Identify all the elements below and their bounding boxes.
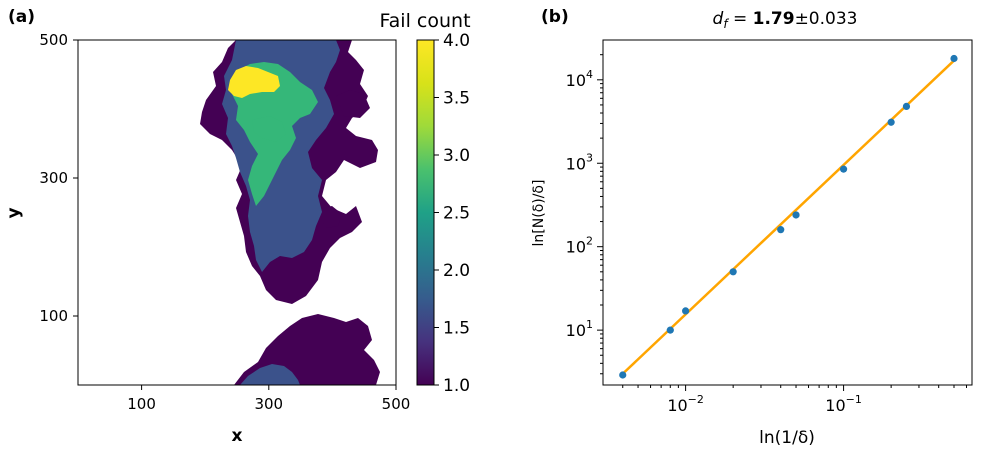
heatmap-y-tick-label: 100 bbox=[39, 307, 68, 325]
data-point bbox=[666, 326, 674, 334]
x-tick-label: 10−2 bbox=[667, 393, 704, 415]
panel-b-label: (b) bbox=[541, 7, 569, 27]
heatmap-x-tick-label: 300 bbox=[254, 395, 283, 413]
heatmap-area bbox=[78, 40, 396, 385]
fit-title-error: ±0.033 bbox=[795, 9, 858, 29]
heatmap-x-axis-label: x bbox=[232, 426, 243, 446]
data-point bbox=[839, 165, 848, 173]
colorbar-ticks: 1.0 1.5 2.0 2.5 3.0 3.5 4.0 bbox=[434, 31, 470, 396]
data-point bbox=[792, 211, 800, 219]
heatmap-frame bbox=[77, 39, 397, 386]
colorbar-tick-label: 1.0 bbox=[443, 376, 470, 396]
data-point bbox=[902, 102, 911, 111]
colorbar bbox=[416, 39, 435, 386]
cluster-level-4 bbox=[228, 66, 280, 98]
heatmap-y-tick-label: 500 bbox=[39, 31, 68, 49]
colorbar-tick-label: 1.5 bbox=[443, 319, 470, 339]
heatmap-x-tick-label: 100 bbox=[127, 395, 156, 413]
x-tick-label: 10−1 bbox=[825, 393, 862, 415]
heatmap-x-ticks: 100 300 500 bbox=[127, 385, 410, 413]
colorbar-label: Fail count bbox=[379, 10, 470, 32]
colorbar-tick-label: 2.5 bbox=[443, 204, 470, 224]
y-tick-label: 104 bbox=[566, 68, 593, 90]
fit-title: df = 1.79±0.033 bbox=[713, 9, 858, 31]
fit-title-symbol: d bbox=[713, 9, 724, 29]
data-point bbox=[950, 54, 958, 63]
y-tick-label: 101 bbox=[566, 318, 593, 340]
data-point bbox=[729, 268, 737, 276]
scatter-x-axis-label: ln(1/δ) bbox=[759, 428, 815, 448]
scatter-frame bbox=[602, 39, 973, 386]
heatmap-y-axis-label: y bbox=[4, 207, 24, 218]
panel-a-label: (a) bbox=[8, 7, 35, 27]
colorbar-tick-label: 2.0 bbox=[443, 261, 470, 281]
colorbar-tick-label: 3.5 bbox=[443, 89, 470, 109]
data-point bbox=[887, 118, 895, 126]
fit-line bbox=[621, 59, 955, 375]
y-tick-label: 103 bbox=[566, 151, 593, 173]
heatmap-x-tick-label: 500 bbox=[382, 395, 411, 413]
heatmap-y-tick-label: 300 bbox=[39, 169, 68, 187]
fit-title-equals: = bbox=[728, 9, 753, 29]
scatter-layer: 10−2 10−1 101 102 103 104 bbox=[566, 54, 968, 415]
heatmap-y-ticks: 100 300 500 bbox=[39, 31, 78, 325]
colorbar-tick-label: 3.0 bbox=[443, 146, 470, 166]
data-point bbox=[777, 226, 785, 234]
y-tick-label: 102 bbox=[566, 235, 593, 257]
data-point bbox=[682, 307, 690, 315]
fit-title-value: 1.79 bbox=[753, 9, 795, 29]
data-point bbox=[619, 371, 627, 379]
scatter-y-axis-label: ln[N(δ)/δ] bbox=[531, 180, 547, 247]
colorbar-tick-label: 4.0 bbox=[443, 31, 470, 51]
cluster-level-3 bbox=[232, 62, 318, 206]
fit-title-subscript: f bbox=[723, 17, 729, 31]
scatter-y-axis-label-text: ln[N(δ)/δ] bbox=[531, 180, 547, 247]
